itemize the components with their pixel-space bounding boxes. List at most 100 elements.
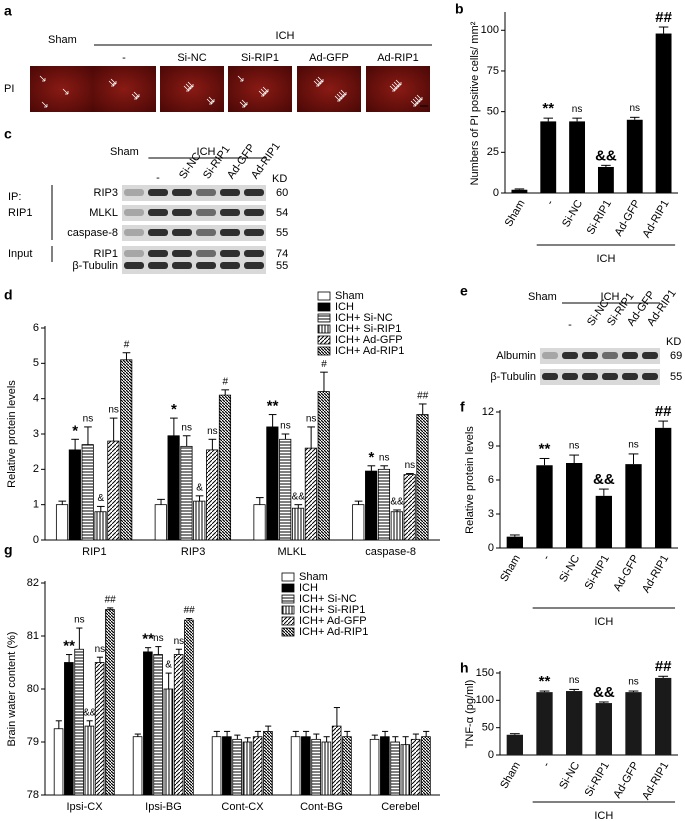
arrow [208,96,215,103]
blot-band [124,229,144,236]
annotation: ## [105,595,117,606]
bar [625,692,642,755]
annotation: ns [628,440,639,451]
x-tick-label: Cont-CX [221,801,264,813]
blot-band [172,262,192,269]
legend-label: ICH+ Si-NC [335,312,393,324]
bar [55,504,69,541]
x-tick-label: Ad-RIP1 [641,198,672,240]
annotation: && [593,684,615,701]
annotation: ns [207,426,218,437]
legend-swatch [317,335,331,345]
x-tick-label: Ad-GFP [611,553,641,593]
legend-swatch [281,583,295,593]
blot-band [562,352,578,359]
blot-band [244,189,264,196]
arrow [389,85,396,92]
bar [206,449,219,541]
annotation: ## [655,658,672,675]
arrow [239,101,246,108]
y-tick-label: 80 [27,683,39,695]
annotation: # [124,339,130,350]
x-tick-label: RIP3 [181,546,205,558]
bar [120,359,133,541]
blot-band [148,250,168,257]
y-axis-label: Relative protein levels [6,380,18,488]
kd-value: 69 [670,350,682,362]
group-label: ICH [594,810,613,821]
legend-label: ICH+ Ad-GFP [299,615,367,627]
annotation: & [196,482,203,493]
annotation: ## [184,605,196,616]
arrow [393,81,400,88]
blot-band [196,189,216,196]
micrograph [366,66,430,112]
x-tick-label: Si-RIP1 [583,760,612,799]
bar [536,465,553,548]
y-tick-label: 3 [33,428,39,440]
blot-band [542,352,558,359]
micrograph [160,66,224,112]
micrograph [92,66,156,112]
x-tick-label: Sham [498,760,523,791]
blot-band [196,229,216,236]
bar [390,741,400,796]
blot-band [220,209,240,216]
arrow [110,78,117,85]
y-axis-label: Brain water content (%) [6,632,18,747]
annotation: ## [655,403,672,420]
legend-label: Sham [299,571,328,583]
bar [105,609,115,796]
arrow [131,93,138,100]
annotation: ns [405,460,416,471]
legend-swatch [317,346,331,356]
blot-band [196,262,216,269]
annotation: # [321,359,327,370]
bar [655,33,672,194]
y-tick-label: 100 [481,24,499,36]
blot-band [172,229,192,236]
blot-band [244,229,264,236]
y-tick-label: 4 [33,393,39,405]
blot-band [642,373,658,380]
x-tick-label: Ad-GFP [613,198,643,238]
arrow [336,93,343,100]
bar [253,504,266,541]
kd-value: 55 [276,260,288,272]
row-label: caspase-8 [67,227,118,239]
ip-antibody: RIP1 [8,207,32,219]
micrograph [228,66,292,112]
annotation: ns [280,421,291,432]
bar [421,736,431,796]
y-tick-label: 0 [493,187,499,199]
bar [595,703,612,755]
bar [263,731,273,796]
y-tick-label: 6 [488,474,494,486]
y-tick-label: 0 [488,542,494,554]
x-tick-label: Sham [498,553,523,584]
panel-label: a [4,3,12,19]
legend-swatch [317,313,331,323]
arrow [41,101,48,108]
blot-band [124,262,144,269]
bar [403,474,416,541]
arrow [412,98,419,105]
bar [569,121,586,193]
arrow [340,89,347,96]
annotation: ## [417,391,429,402]
column-label: Ad-GFP [309,52,349,64]
bar [107,440,120,541]
bar [68,449,81,541]
blot-band [172,250,192,257]
panel-label: c [4,126,12,142]
blot-band [124,189,144,196]
legend-swatch [317,302,331,312]
row-label: RIP1 [94,248,118,260]
bar [365,470,378,541]
blot-band [622,352,638,359]
bar [211,736,222,796]
bar [291,507,305,541]
row-label: β-Tubulin [72,260,118,272]
bar [655,677,672,755]
y-tick-label: 5 [33,357,39,369]
